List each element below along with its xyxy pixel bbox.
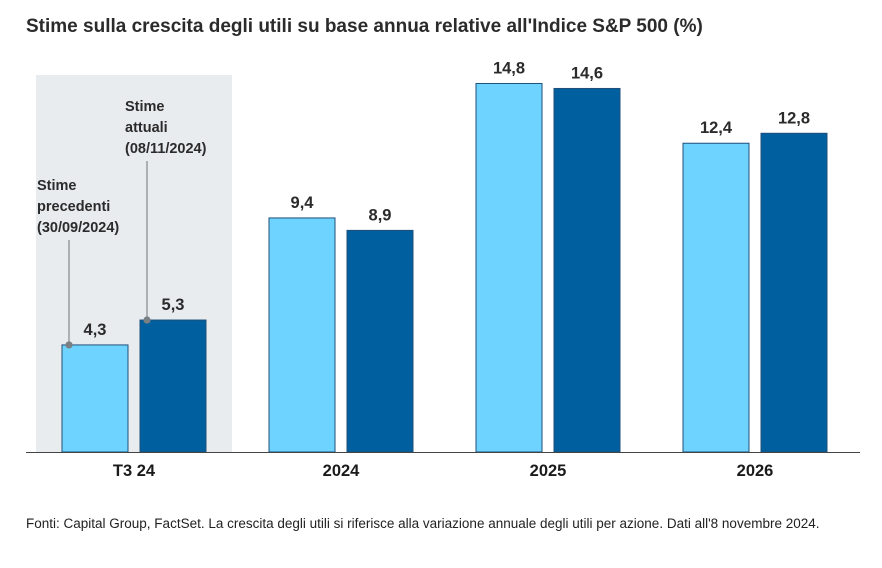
value-label-2026-s2: 12,8 (778, 109, 810, 127)
x-tick-label-2025: 2025 (530, 462, 567, 480)
bar-2026-s2 (760, 132, 828, 453)
value-label-2025-s2: 14,6 (571, 64, 603, 82)
annotation-current-line-3: (08/11/2024) (125, 141, 207, 157)
value-label-t3-24-s2: 5,3 (162, 296, 185, 314)
leader-dot-previous (65, 341, 73, 349)
bar-2025-s1 (475, 82, 543, 453)
leader-dot-current (143, 316, 151, 324)
annotation-previous-line-3: (30/09/2024) (37, 220, 119, 236)
x-tick-label-2026: 2026 (737, 462, 774, 480)
annotation-current-line-2: attuali (125, 120, 168, 136)
bar-t3-24-s1 (61, 344, 129, 453)
annotation-previous-line-2: precedenti (37, 199, 110, 215)
value-label-2024-s1: 9,4 (291, 194, 315, 212)
bar-2024-s2 (346, 229, 414, 453)
value-label-2026-s1: 12,4 (700, 119, 733, 137)
chart-title: Stime sulla crescita degli utili su base… (26, 16, 703, 37)
value-label-t3-24-s1: 4,3 (84, 321, 107, 339)
bar-2025-s2 (553, 87, 621, 453)
bar-2024-s1 (268, 217, 336, 453)
bar-2026-s1 (682, 142, 750, 453)
bar-t3-24-s2 (139, 319, 207, 453)
value-label-2025-s1: 14,8 (493, 59, 525, 77)
x-tick-label-t3-24: T3 24 (113, 462, 156, 480)
annotation-previous-line-1: Stime (37, 178, 77, 194)
x-tick-label-2024: 2024 (323, 462, 361, 480)
annotation-current-line-1: Stime (125, 99, 165, 115)
bar-chart: 4,3 5,3 T3 24 9,4 8,9 2024 14,8 14,6 2025 12,4 12,… (26, 59, 860, 480)
source-note: Fonti: Capital Group, FactSet. La cresci… (26, 516, 820, 531)
value-label-2024-s2: 8,9 (369, 206, 392, 224)
